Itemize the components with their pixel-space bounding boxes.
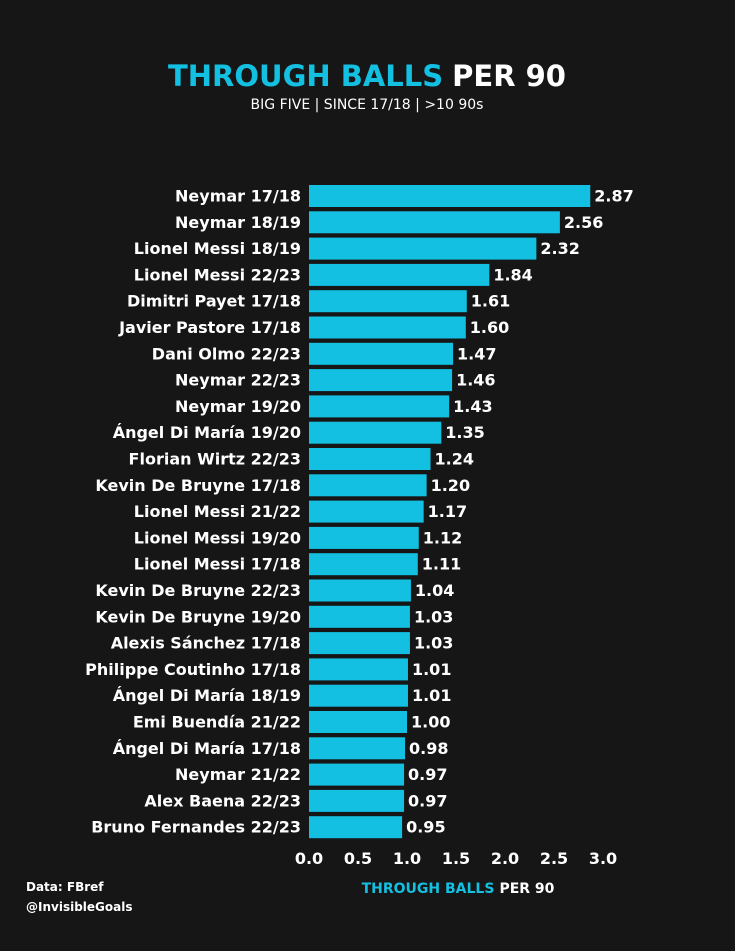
category-label: Neymar 19/20	[175, 397, 301, 416]
category-label: Ángel Di María 19/20	[113, 423, 301, 442]
category-label: Dimitri Payet 17/18	[127, 292, 301, 311]
category-label: Dani Olmo 22/23	[152, 344, 301, 363]
x-tick-label: 1.0	[393, 849, 421, 868]
value-label: 1.60	[470, 318, 509, 337]
chart-title: THROUGH BALLS PER 90	[168, 59, 566, 93]
category-label: Lionel Messi 18/19	[134, 239, 301, 258]
value-label: 1.35	[445, 423, 484, 442]
bar	[309, 763, 405, 786]
bar	[309, 237, 537, 260]
x-axis-label-highlight: THROUGH BALLS	[362, 881, 495, 897]
category-label: Philippe Coutinho 17/18	[85, 660, 301, 679]
value-label: 2.32	[540, 239, 579, 258]
category-label: Lionel Messi 21/22	[134, 502, 301, 521]
category-label: Bruno Fernandes 22/23	[91, 818, 301, 837]
x-tick-label: 3.0	[589, 849, 617, 868]
footer-handle: @InvisibleGoals	[26, 900, 133, 914]
value-label: 1.84	[493, 265, 532, 284]
category-label: Neymar 21/22	[175, 765, 301, 784]
bar	[309, 816, 403, 839]
category-label: Lionel Messi 22/23	[134, 265, 301, 284]
bar	[309, 185, 591, 207]
value-label: 1.01	[412, 660, 451, 679]
bar	[309, 605, 410, 628]
category-label: Neymar 22/23	[175, 371, 301, 390]
value-label: 1.43	[453, 397, 492, 416]
value-label: 2.87	[594, 187, 633, 206]
category-label: Kevin De Bruyne 22/23	[95, 581, 301, 600]
x-axis-label-rest: PER 90	[499, 881, 554, 897]
bar	[309, 369, 453, 392]
category-label: Kevin De Bruyne 17/18	[95, 476, 301, 495]
bar	[309, 395, 450, 418]
category-label: Neymar 17/18	[175, 187, 301, 206]
bar	[309, 316, 466, 339]
value-label: 1.12	[423, 528, 462, 547]
x-tick-label: 0.0	[295, 849, 323, 868]
value-label: 1.03	[414, 607, 453, 626]
bar	[309, 342, 454, 365]
chart-subtitle: BIG FIVE | SINCE 17/18 | >10 90s	[251, 97, 484, 113]
bar	[309, 474, 427, 497]
category-label: Lionel Messi 17/18	[134, 555, 301, 574]
plot-area: Neymar 17/18 2.87 Neymar 18/19 2.56 Lionel M…	[85, 185, 634, 868]
bar	[309, 711, 407, 733]
category-label: Kevin De Bruyne 19/20	[95, 607, 301, 626]
value-label: 0.97	[408, 765, 447, 784]
category-label: Alex Baena 22/23	[144, 791, 301, 810]
bar	[309, 290, 467, 313]
category-label: Ángel Di María 17/18	[113, 739, 301, 758]
chart-title-rest: PER 90	[452, 59, 566, 93]
value-label: 1.61	[471, 292, 510, 311]
bar	[309, 579, 411, 602]
value-label: 1.01	[412, 686, 451, 705]
bar	[309, 684, 408, 707]
bar	[309, 632, 410, 655]
category-label: Lionel Messi 19/20	[134, 528, 301, 547]
category-label: Florian Wirtz 22/23	[129, 450, 301, 469]
x-tick-label: 1.5	[442, 849, 470, 868]
bar	[309, 211, 560, 234]
value-label: 2.56	[564, 213, 603, 232]
value-label: 0.98	[409, 739, 448, 758]
x-tick-label: 0.5	[344, 849, 372, 868]
chart-title-highlight: THROUGH BALLS	[168, 59, 443, 93]
category-label: Neymar 18/19	[175, 213, 301, 232]
value-label: 0.97	[408, 791, 447, 810]
bar	[309, 500, 424, 523]
category-label: Javier Pastore 17/18	[118, 318, 301, 337]
category-label: Alexis Sánchez 17/18	[111, 634, 301, 653]
value-label: 1.11	[422, 555, 461, 574]
bar	[309, 737, 406, 760]
bar	[309, 789, 405, 812]
bar	[309, 263, 490, 286]
value-label: 1.17	[428, 502, 467, 521]
value-label: 0.95	[406, 818, 445, 837]
x-tick-label: 2.0	[491, 849, 519, 868]
value-label: 1.00	[411, 713, 450, 732]
bar	[309, 448, 431, 470]
value-label: 1.46	[456, 371, 495, 390]
category-label: Emi Buendía 21/22	[133, 713, 301, 732]
bar	[309, 421, 442, 444]
value-label: 1.20	[431, 476, 470, 495]
value-label: 1.24	[435, 450, 474, 469]
bar	[309, 553, 418, 576]
value-label: 1.03	[414, 634, 453, 653]
category-label: Ángel Di María 18/19	[113, 686, 301, 705]
value-label: 1.04	[415, 581, 454, 600]
bar	[309, 526, 419, 549]
x-axis-label: THROUGH BALLS PER 90	[362, 881, 555, 897]
value-label: 1.47	[457, 344, 496, 363]
bar	[309, 658, 408, 681]
x-tick-label: 2.5	[540, 849, 568, 868]
footer-source: Data: FBref	[26, 880, 104, 894]
